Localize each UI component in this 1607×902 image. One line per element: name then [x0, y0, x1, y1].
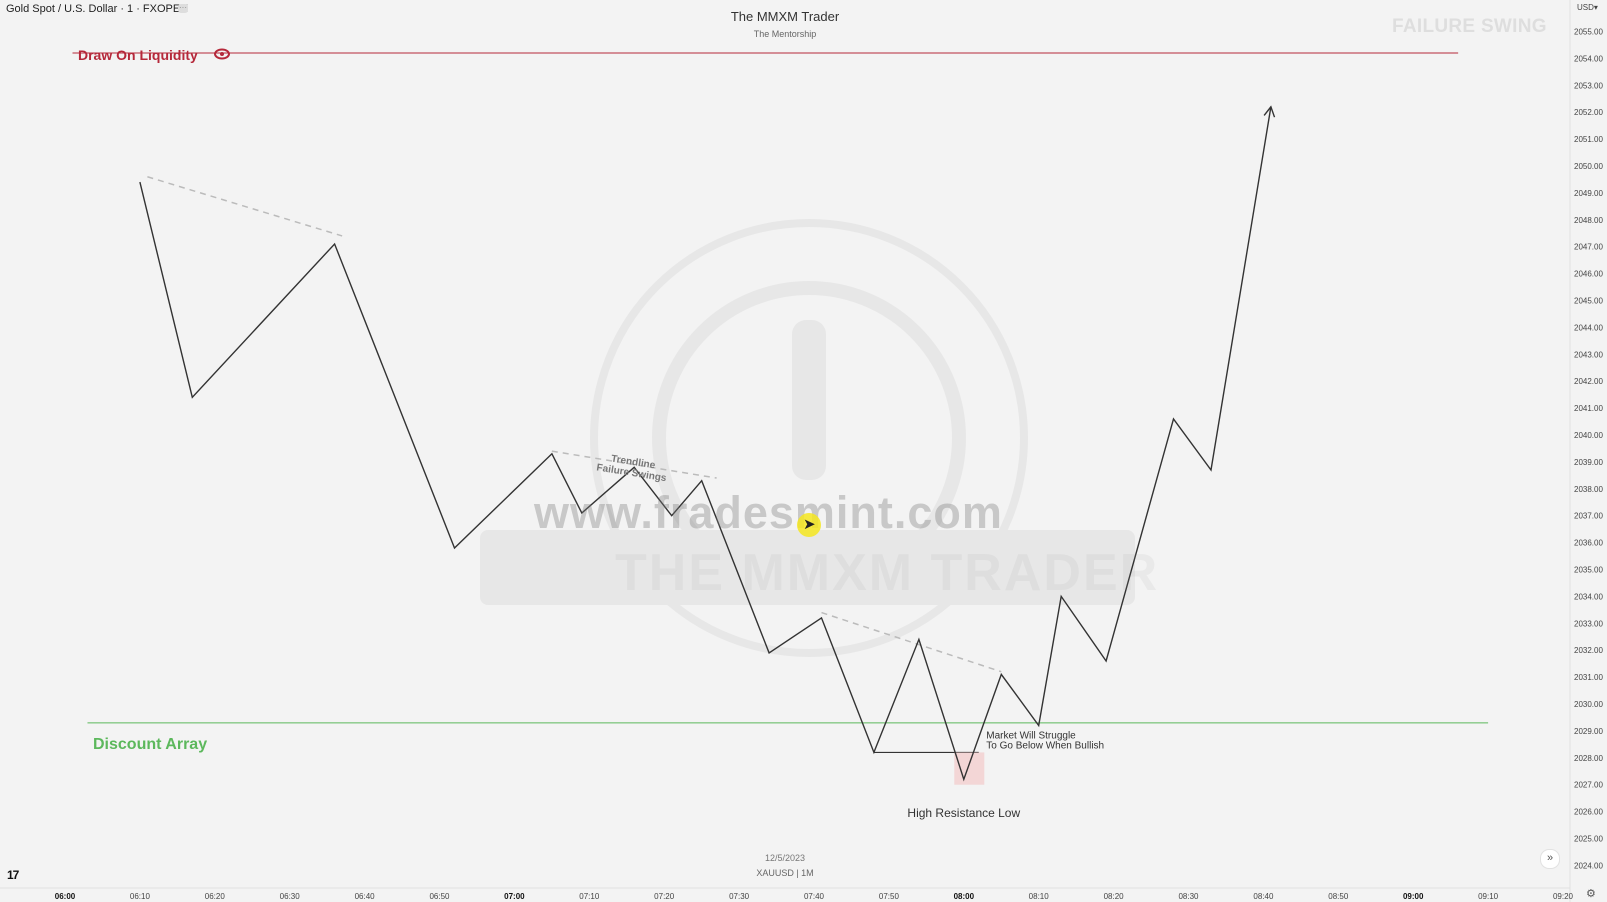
price-line: [139, 106, 1272, 782]
y-tick-label: 2052.00: [1574, 108, 1603, 117]
x-tick-label: 08:50: [1328, 892, 1349, 901]
y-tick-label: 2025.00: [1574, 835, 1603, 844]
symbol-title[interactable]: Gold Spot / U.S. Dollar · 1 · FXOPEN: [6, 3, 189, 15]
x-tick-label: 07:30: [729, 892, 750, 901]
footer-symbol: XAUUSD | 1M: [756, 868, 814, 878]
discount-array-label: Discount Array: [93, 736, 207, 753]
x-tick-label: 07:00: [504, 892, 525, 901]
y-tick-label: 2035.00: [1574, 566, 1603, 575]
y-tick-label: 2042.00: [1574, 377, 1603, 386]
trendline-dashed: [821, 611, 1002, 673]
cursor-icon: ➤: [797, 513, 821, 537]
x-tick-label: 09:10: [1478, 892, 1499, 901]
y-tick-label: 2045.00: [1574, 297, 1603, 306]
x-tick-label: 09:00: [1403, 892, 1424, 901]
annotation-line: To Go Below When Bullish: [986, 740, 1104, 751]
eye-icon-pupil: [220, 52, 224, 56]
y-tick-label: 2054.00: [1574, 54, 1603, 63]
annotation-market-struggle: Market Will Struggle To Go Below When Bul…: [986, 730, 1104, 751]
draw-on-liquidity-label: Draw On Liquidity: [78, 47, 198, 63]
y-tick-label: 2031.00: [1574, 673, 1603, 682]
chevron-down-icon: ▾: [1593, 3, 1598, 12]
y-tick-label: 2051.00: [1574, 135, 1603, 144]
y-tick-label: 2053.00: [1574, 81, 1603, 90]
x-tick-label: 08:00: [954, 892, 975, 901]
y-tick-label: 2055.00: [1574, 28, 1603, 37]
y-tick-label: 2043.00: [1574, 350, 1603, 359]
footer-date: 12/5/2023: [764, 853, 806, 863]
y-tick-label: 2028.00: [1574, 754, 1603, 763]
corner-title: FAILURE SWING: [1392, 16, 1547, 37]
x-tick-label: 07:40: [804, 892, 825, 901]
y-tick-label: 2036.00: [1574, 539, 1603, 548]
y-tick-label: 2040.00: [1574, 431, 1603, 440]
x-tick-label: 06:30: [280, 892, 301, 901]
x-tick-label: 08:30: [1178, 892, 1199, 901]
brand-subtitle: The Mentorship: [753, 29, 817, 39]
watermark-brand: THE MMXM TRADER: [615, 544, 1160, 602]
y-tick-label: 2037.00: [1574, 512, 1603, 521]
y-tick-label: 2049.00: [1574, 189, 1603, 198]
gear-icon[interactable]: ⚙: [1586, 888, 1596, 900]
annotation-line: Market Will Struggle: [986, 730, 1076, 741]
trendline-dashed: [147, 176, 343, 237]
brand-title: The MMXM Trader: [730, 9, 840, 24]
x-tick-label: 08:10: [1029, 892, 1050, 901]
collapse-icon[interactable]: ···: [178, 3, 188, 13]
low-highlight-box: [954, 752, 985, 785]
x-tick-label: 07:50: [879, 892, 900, 901]
y-tick-label: 2050.00: [1574, 162, 1603, 171]
watermark-url: www.fradesmint.com: [534, 487, 1003, 538]
y-tick-label: 2041.00: [1574, 404, 1603, 413]
y-tick-label: 2032.00: [1574, 646, 1603, 655]
y-tick-label: 2044.00: [1574, 323, 1603, 332]
watermark-seal: [480, 219, 1135, 657]
eye-icon: [214, 48, 230, 60]
x-tick-label: 06:00: [55, 892, 76, 901]
eye-icon-outline: [214, 48, 230, 60]
x-tick-label: 08:20: [1104, 892, 1125, 901]
annotation-high-resistance-low: High Resistance Low: [907, 806, 1020, 820]
y-tick-label: 2027.00: [1574, 781, 1603, 790]
y-tick-label: 2047.00: [1574, 243, 1603, 252]
x-tick-label: 06:40: [355, 892, 376, 901]
currency-label: USD: [1577, 3, 1594, 12]
tradingview-logo[interactable]: 17: [7, 868, 19, 882]
x-tick-label: 07:20: [654, 892, 675, 901]
scroll-right-button[interactable]: »: [1540, 849, 1560, 869]
y-tick-label: 2024.00: [1574, 861, 1603, 870]
x-tick-label: 06:20: [205, 892, 226, 901]
x-tick-label: 08:40: [1253, 892, 1274, 901]
y-tick-label: 2046.00: [1574, 270, 1603, 279]
y-tick-label: 2026.00: [1574, 808, 1603, 817]
x-tick-label: 06:50: [429, 892, 450, 901]
y-tick-label: 2029.00: [1574, 727, 1603, 736]
y-tick-label: 2033.00: [1574, 619, 1603, 628]
arrow-head-icon: [1263, 105, 1276, 118]
y-tick-label: 2030.00: [1574, 700, 1603, 709]
y-tick-label: 2039.00: [1574, 458, 1603, 467]
y-tick-label: 2038.00: [1574, 485, 1603, 494]
trendline-dashed: [551, 450, 717, 479]
y-tick-label: 2034.00: [1574, 592, 1603, 601]
y-tick-label: 2048.00: [1574, 216, 1603, 225]
price-axis-bg: [1570, 0, 1607, 902]
currency-selector[interactable]: USD▾: [1577, 3, 1598, 12]
x-tick-label: 09:20: [1553, 892, 1574, 901]
x-tick-label: 07:10: [579, 892, 600, 901]
x-tick-label: 06:10: [130, 892, 151, 901]
